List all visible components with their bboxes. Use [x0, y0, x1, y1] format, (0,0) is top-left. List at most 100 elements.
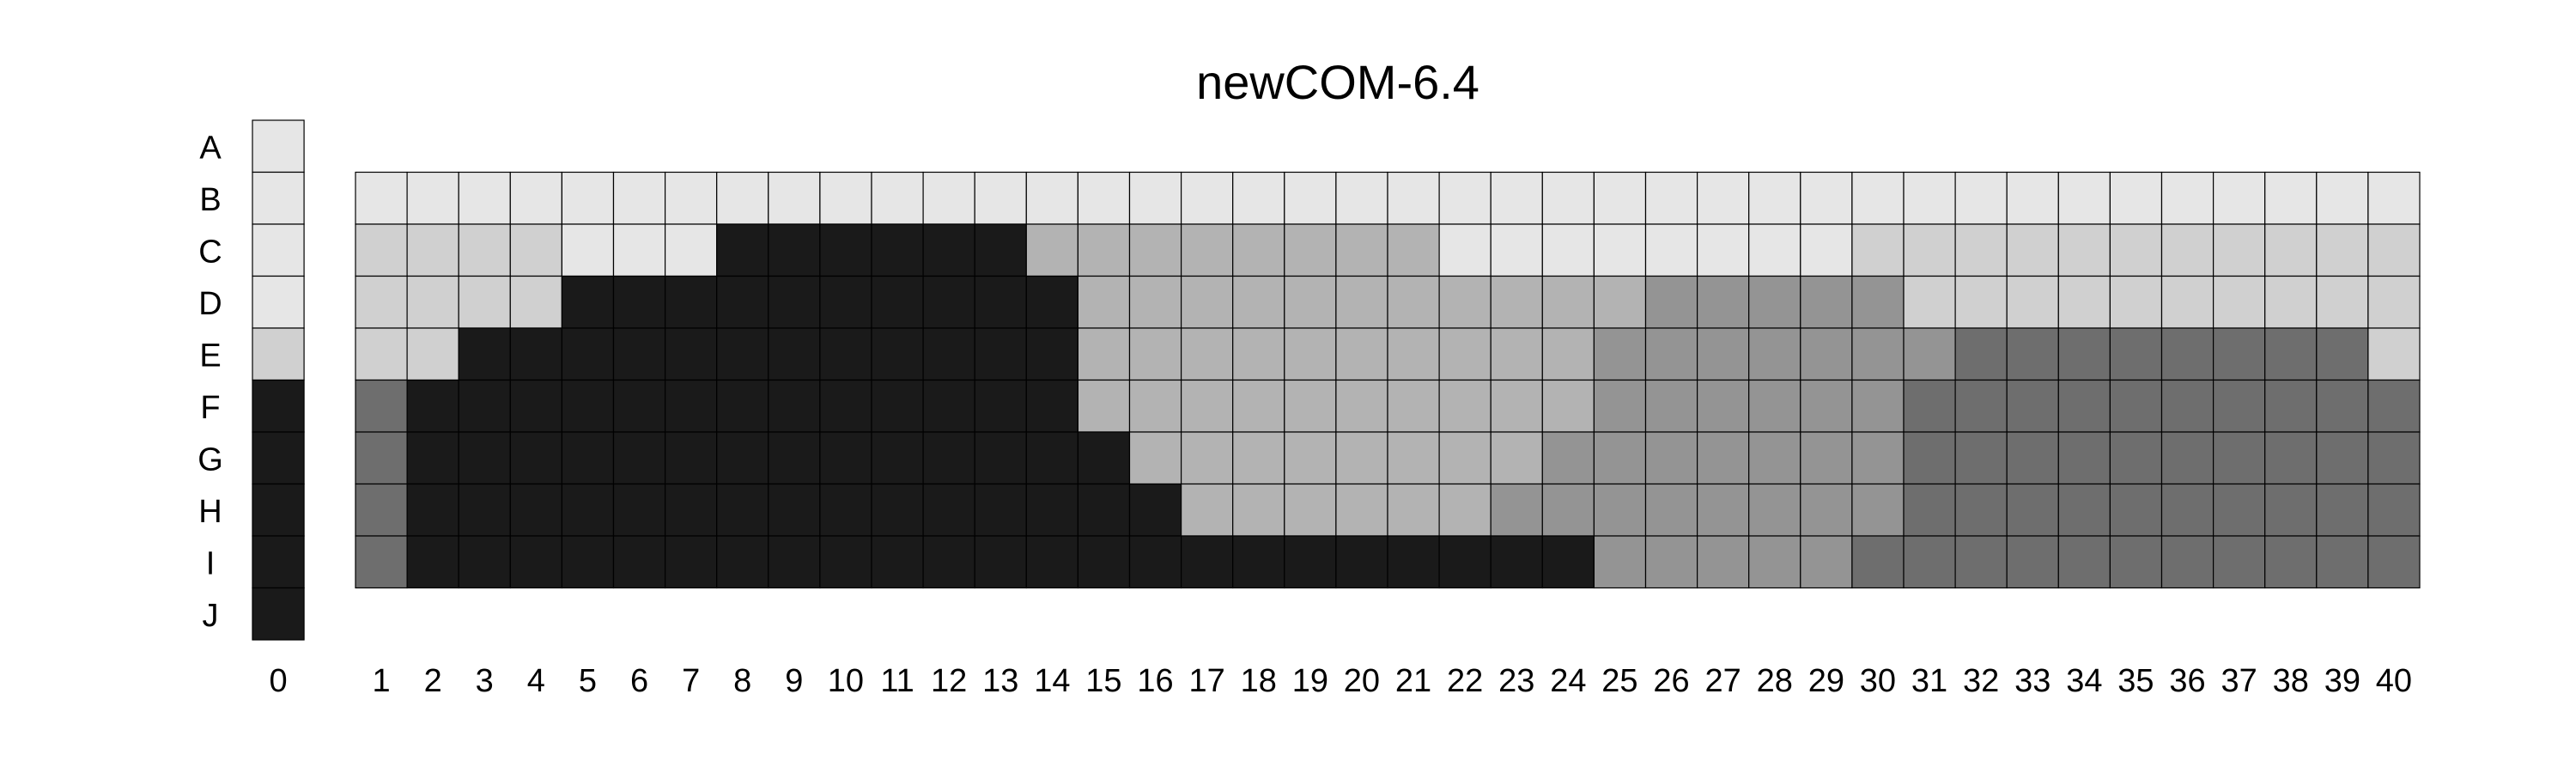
heatmap-cell [974, 171, 1027, 225]
heatmap-cell [2057, 483, 2111, 537]
heatmap-cell [1335, 275, 1388, 329]
heatmap-cell [1593, 483, 1647, 537]
heatmap-cell [2006, 275, 2059, 329]
heatmap-cell [2109, 379, 2163, 433]
heatmap-cell [252, 119, 305, 173]
heatmap-cell [1128, 275, 1182, 329]
heatmap-cell [1387, 431, 1440, 485]
heatmap-cell [1954, 275, 2008, 329]
heatmap-cell [716, 535, 769, 589]
heatmap-cell [561, 223, 615, 277]
column-label: 24 [1550, 663, 1586, 699]
heatmap-cell [1490, 483, 1543, 537]
heatmap-cell [871, 431, 924, 485]
heatmap-cell [1541, 327, 1595, 381]
heatmap-cell [1128, 327, 1182, 381]
heatmap-cell [2264, 275, 2318, 329]
column-label: 5 [579, 663, 597, 699]
column-label: 16 [1137, 663, 1173, 699]
heatmap-cell [561, 431, 615, 485]
heatmap-cell [2160, 483, 2215, 537]
heatmap-cell [716, 327, 769, 381]
main-grid-cells [355, 171, 2421, 589]
heatmap-cell [2057, 535, 2111, 589]
heatmap-cell [1232, 327, 1285, 381]
heatmap-cell [2160, 431, 2215, 485]
heatmap-cell [819, 535, 872, 589]
heatmap-cell [1696, 275, 1750, 329]
heatmap-cell [1800, 431, 1853, 485]
heatmap-cell [1851, 275, 1905, 329]
heatmap-cell [355, 275, 408, 329]
column-label: 35 [2117, 663, 2154, 699]
heatmap-cell [1284, 483, 1337, 537]
heatmap-cell [1025, 223, 1079, 277]
heatmap-cell [716, 431, 769, 485]
heatmap-cell [1284, 431, 1337, 485]
heatmap-cell [1800, 483, 1853, 537]
heatmap-cell [2316, 171, 2369, 225]
heatmap-cell [1851, 431, 1905, 485]
heatmap-cell [2367, 535, 2421, 589]
heatmap-cell [1025, 275, 1079, 329]
heatmap-cell [2316, 275, 2369, 329]
column-label: 14 [1034, 663, 1070, 699]
heatmap-cell [1954, 171, 2008, 225]
heatmap-cell [1644, 327, 1698, 381]
heatmap-cell [355, 483, 408, 537]
heatmap-cell [1438, 535, 1492, 589]
heatmap-cell [1387, 223, 1440, 277]
heatmap-cell [1128, 483, 1182, 537]
heatmap-cell [1232, 275, 1285, 329]
heatmap-cell [1025, 327, 1079, 381]
heatmap-cell [2109, 483, 2163, 537]
heatmap-cell [2316, 223, 2369, 277]
heatmap-cell [1748, 379, 1801, 433]
heatmap-cell [2213, 327, 2266, 381]
heatmap-cell [458, 535, 511, 589]
heatmap-cell [406, 379, 459, 433]
heatmap-cell [1025, 379, 1079, 433]
heatmap-cell [974, 275, 1027, 329]
heatmap-cell [664, 483, 718, 537]
heatmap-cell [509, 535, 562, 589]
heatmap-cell [2316, 327, 2369, 381]
heatmap-cell [2109, 171, 2163, 225]
heatmap-cell [1490, 327, 1543, 381]
heatmap-cell [1903, 379, 1956, 433]
heatmap-cell [664, 431, 718, 485]
heatmap-cell [1490, 431, 1543, 485]
heatmap-cell [871, 275, 924, 329]
heatmap-cell [664, 223, 718, 277]
heatmap-cell [664, 275, 718, 329]
heatmap-cell [2160, 275, 2215, 329]
heatmap-cell [974, 223, 1027, 277]
heatmap-cell [1800, 379, 1853, 433]
column-label: 31 [1911, 663, 1947, 699]
heatmap-cell [2264, 223, 2318, 277]
heatmap-cell [1077, 535, 1131, 589]
heatmap-cell [2057, 431, 2111, 485]
column-label: 26 [1653, 663, 1689, 699]
column-label: 12 [931, 663, 967, 699]
heatmap-cell [2316, 483, 2369, 537]
heatmap-cell [819, 379, 872, 433]
heatmap-cell [974, 483, 1027, 537]
heatmap-cell [768, 223, 821, 277]
heatmap-cell [1180, 171, 1234, 225]
heatmap-cell [355, 223, 408, 277]
column-label: 6 [630, 663, 648, 699]
heatmap-cell [1903, 223, 1956, 277]
column-label: 1 [372, 663, 390, 699]
heatmap-cell [2367, 171, 2421, 225]
heatmap-cell [2057, 171, 2111, 225]
heatmap-cell [1335, 327, 1388, 381]
heatmap-cell [252, 171, 305, 225]
heatmap-cell [871, 223, 924, 277]
heatmap-cell [2264, 483, 2318, 537]
heatmap-cell [1541, 431, 1595, 485]
heatmap-cell [509, 483, 562, 537]
heatmap-cell [561, 275, 615, 329]
heatmap-cell [1800, 327, 1853, 381]
heatmap-cell [509, 223, 562, 277]
